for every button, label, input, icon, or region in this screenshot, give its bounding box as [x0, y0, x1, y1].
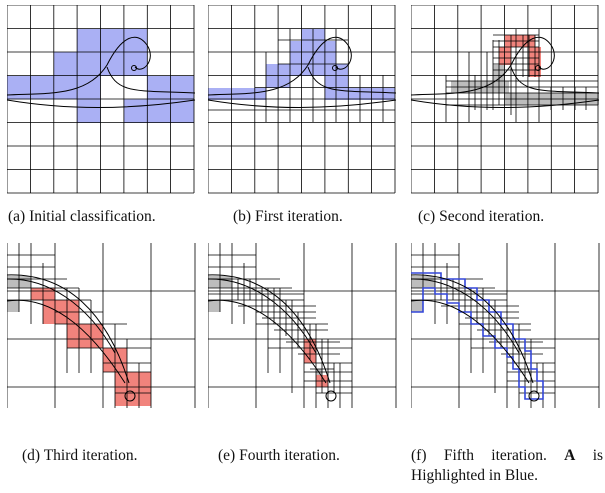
caption-d-tag: (d)	[22, 447, 41, 464]
caption-b-tag: (b)	[233, 208, 252, 225]
curve	[411, 274, 540, 402]
caption-a: (a) Initial classification.	[8, 207, 156, 227]
caption-f: (f) Fifth iteration. A is Highlighted in…	[411, 446, 603, 486]
grid-lines	[7, 243, 196, 408]
grid-lines	[208, 5, 396, 194]
caption-c-text: Second iteration.	[439, 208, 545, 225]
grid-diagram-d	[7, 243, 196, 408]
caption-f-text-pre: Fifth iteration.	[443, 447, 547, 464]
grid-diagram-a	[7, 5, 196, 194]
caption-f-symbol: A	[564, 447, 576, 464]
curve	[411, 36, 600, 108]
grid-diagram-c	[411, 5, 600, 194]
caption-b-text: First iteration.	[254, 208, 343, 225]
set-a-outline-blue	[411, 272, 544, 400]
grid-diagram-b	[208, 5, 397, 194]
caption-d: (d) Third iteration.	[22, 446, 138, 466]
caption-c-tag: (c)	[418, 208, 436, 225]
caption-f-tag: (f)	[411, 447, 427, 464]
grid-lines	[7, 5, 195, 194]
curve	[208, 274, 337, 402]
caption-f-text-post: is Highlighted in Blue.	[411, 447, 604, 484]
grid-lines	[411, 5, 599, 194]
panel-f-fifth-iteration	[411, 243, 601, 408]
curve	[7, 274, 136, 402]
panel-e-fourth-iteration	[208, 243, 398, 408]
panel-d-third-iteration	[7, 243, 197, 408]
curve	[208, 36, 397, 108]
panel-b-first-iteration	[208, 5, 398, 195]
grid-diagram-e	[208, 243, 397, 408]
caption-c: (c) Second iteration.	[418, 207, 544, 227]
caption-a-tag: (a)	[8, 208, 26, 225]
grid-diagram-f	[411, 243, 600, 408]
panel-a-initial-classification	[7, 5, 197, 195]
caption-e-text: Fourth iteration.	[239, 447, 340, 464]
curve	[7, 36, 196, 108]
panel-c-second-iteration	[411, 5, 601, 195]
caption-b: (b) First iteration.	[233, 207, 343, 227]
grid-lines	[208, 243, 397, 408]
caption-d-text: Third iteration.	[43, 447, 138, 464]
caption-e: (e) Fourth iteration.	[218, 446, 340, 466]
caption-e-tag: (e)	[218, 447, 236, 464]
caption-a-text: Initial classification.	[29, 208, 156, 225]
grid-lines	[411, 243, 600, 408]
